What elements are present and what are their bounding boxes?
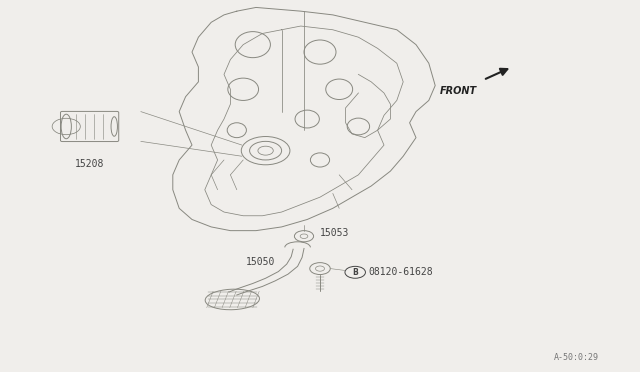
Text: 15208: 15208 xyxy=(75,159,104,169)
Text: 08120-61628: 08120-61628 xyxy=(368,267,433,277)
Text: A-50:0:29: A-50:0:29 xyxy=(554,353,598,362)
Text: FRONT: FRONT xyxy=(440,86,477,96)
Text: B: B xyxy=(353,268,358,277)
Text: 15050: 15050 xyxy=(246,257,275,267)
Text: 15053: 15053 xyxy=(320,228,349,237)
